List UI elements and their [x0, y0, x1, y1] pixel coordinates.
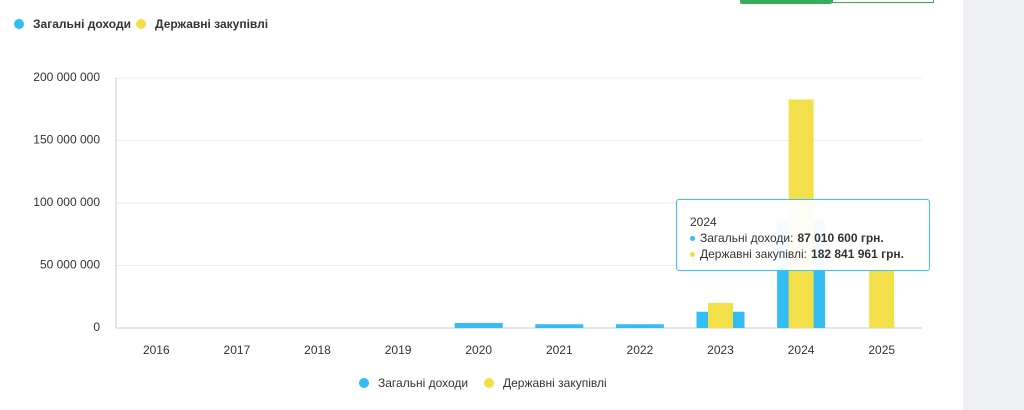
x-tick-label: 2025: [868, 343, 895, 357]
legend-label: Загальні доходи: [33, 17, 131, 31]
tooltip: 2024 Загальні доходи: 87 010 600 грн. Держ…: [676, 199, 930, 271]
legend-label: Державні закупівлі: [155, 17, 268, 31]
tooltip-value: 87 010 600 грн.: [797, 231, 884, 245]
legend-marker: [14, 19, 24, 29]
x-tick-label: 2018: [304, 343, 331, 357]
tooltip-label: Загальні доходи:: [700, 231, 794, 245]
x-tick-label: 2021: [546, 343, 573, 357]
x-tick-label: 2019: [385, 343, 412, 357]
y-tick-label: 50 000 000: [40, 258, 100, 272]
x-tick-label: 2020: [465, 343, 492, 357]
bar: [535, 324, 584, 328]
tooltip-value: 182 841 961 грн.: [811, 247, 904, 261]
y-tick-label: 200 000 000: [33, 70, 100, 84]
bar: [615, 324, 664, 328]
y-tick-label: 0: [93, 320, 100, 334]
tab[interactable]: [832, 0, 934, 3]
tooltip-item: Державні закупівлі: 182 841 961 грн.: [690, 246, 929, 262]
side-panel: [963, 0, 1024, 410]
x-tick-label: 2024: [788, 343, 815, 357]
legend-label: Загальні доходи: [378, 376, 468, 390]
legend-marker: [136, 19, 146, 29]
legend-label: Державні закупівлі: [503, 376, 607, 390]
legend-marker: [484, 378, 494, 388]
tooltip-marker: [690, 236, 695, 242]
tooltip-label: Державні закупівлі:: [700, 247, 808, 261]
tooltip-item: Загальні доходи: 87 010 600 грн.: [690, 230, 929, 246]
tooltip-title: 2024: [690, 215, 717, 229]
x-tick-label: 2016: [143, 343, 170, 357]
x-tick-label: 2022: [627, 343, 654, 357]
bar: [708, 303, 733, 328]
legend-marker: [359, 378, 369, 388]
bar: [454, 323, 503, 328]
tab-active[interactable]: [740, 0, 832, 4]
y-tick-label: 100 000 000: [33, 195, 100, 209]
tooltip-marker: [690, 252, 695, 258]
x-tick-label: 2017: [224, 343, 251, 357]
y-tick-label: 150 000 000: [33, 133, 100, 147]
x-tick-label: 2023: [707, 343, 734, 357]
